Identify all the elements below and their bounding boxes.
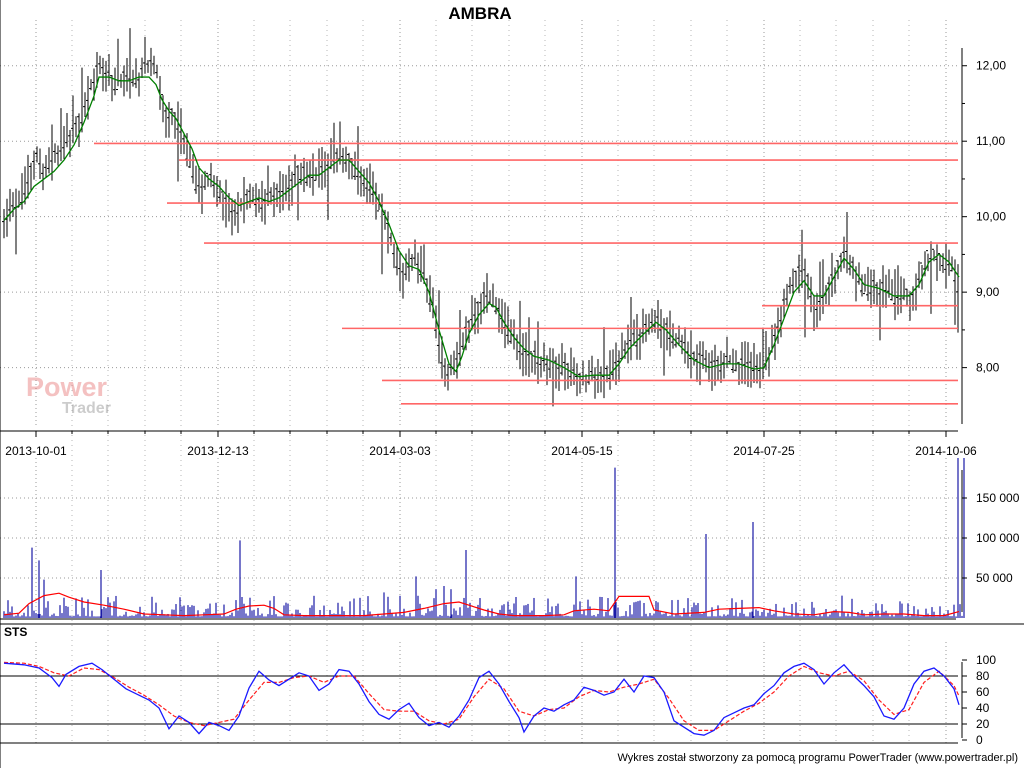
sts-k-line [3,662,960,736]
watermark-trader: Trader [62,400,111,417]
date-tick-label: 2014-03-03 [369,444,431,458]
volume-layer [3,458,965,618]
price-tick-label: 12,00 [976,59,1006,73]
sts-panel-title: STS [4,625,27,639]
labels-layer: 8,00 9,00 10,00 11,00 12,00 2013-10-01 2013-12… [5,59,1019,747]
price-tick-label: 8,00 [976,361,1000,375]
powertrader-watermark: Power Trader [26,372,111,417]
chart-title: AMBRA [448,4,511,23]
date-tick-label: 2014-07-25 [733,444,795,458]
grid-layer [0,20,958,744]
sts-tick-label: 40 [976,701,990,715]
sts-tick-label: 0 [976,733,983,747]
volume-tick-label: 100 000 [976,531,1020,545]
date-tick-label: 2013-12-13 [187,444,249,458]
date-tick-label: 2013-10-01 [5,444,67,458]
support-lines-layer [94,142,958,405]
volume-tick-label: 50 000 [976,571,1013,585]
watermark-power: Power [26,372,108,402]
price-tick-label: 9,00 [976,285,1000,299]
price-tick-label: 11,00 [976,134,1005,148]
sts-tick-label: 80 [976,669,990,683]
footer-credit: Wykres został stworzony za pomocą progra… [617,752,1018,764]
sts-tick-label: 100 [976,653,996,667]
price-layer [2,28,959,407]
price-tick-label: 10,00 [976,210,1006,224]
sts-layer [0,661,960,736]
date-tick-label: 2014-05-15 [551,444,613,458]
volume-average-line [3,592,960,617]
date-tick-label: 2014-10-06 [915,444,977,458]
sts-tick-label: 60 [976,685,990,699]
moving-average-line [3,76,960,378]
moving-average-layer [3,76,960,378]
volume-tick-label: 150 000 [976,491,1020,505]
sts-tick-label: 20 [976,717,990,731]
sts-d-line [3,661,960,732]
